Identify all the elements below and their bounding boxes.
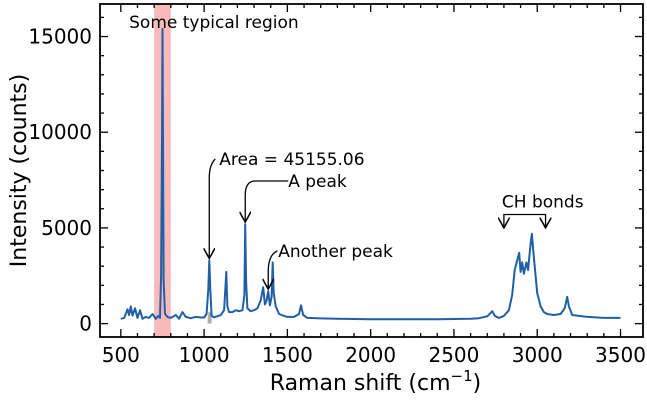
ch-bonds-label: CH bonds <box>502 193 584 213</box>
x-tick-label: 2500 <box>428 343 479 367</box>
a-peak-label: A peak <box>288 172 347 192</box>
x-axis-title: Raman shift (cm−1) <box>270 367 481 396</box>
y-tick-label: 0 <box>79 312 92 336</box>
typical-region-label: Some typical region <box>129 13 299 33</box>
x-axis-title-main: Raman shift (cm <box>270 371 451 396</box>
x-axis-title-superscript: −1 <box>451 367 473 385</box>
another-peak-arrow <box>268 250 278 289</box>
area-label: Area = 45155.06 <box>219 150 364 170</box>
a-peak-arrow <box>245 180 289 222</box>
spectrum-line <box>120 27 621 321</box>
x-tick-label: 2000 <box>345 343 396 367</box>
area-arrow <box>209 158 216 258</box>
x-tick-label: 3000 <box>512 343 563 367</box>
y-tick-label: 15000 <box>28 25 92 49</box>
x-tick-label: 1500 <box>262 343 313 367</box>
x-tick-label: 3500 <box>595 343 646 367</box>
y-tick-label: 10000 <box>28 120 92 144</box>
x-tick-labels: 500 1000 1500 2000 2500 3000 3500 <box>102 343 646 367</box>
plot-frame <box>99 3 644 338</box>
y-axis-title: Intensity (counts) <box>7 74 32 267</box>
y-tick-labels: 0 5000 10000 15000 <box>28 25 92 336</box>
x-tick-label: 1000 <box>179 343 230 367</box>
x-tick-label: 500 <box>102 343 140 367</box>
another-peak-label: Another peak <box>278 242 393 262</box>
x-axis-title-close: ) <box>473 371 482 396</box>
y-tick-label: 5000 <box>41 216 92 240</box>
axis-ticks <box>100 4 643 337</box>
ch-bonds-bracket <box>504 213 546 228</box>
